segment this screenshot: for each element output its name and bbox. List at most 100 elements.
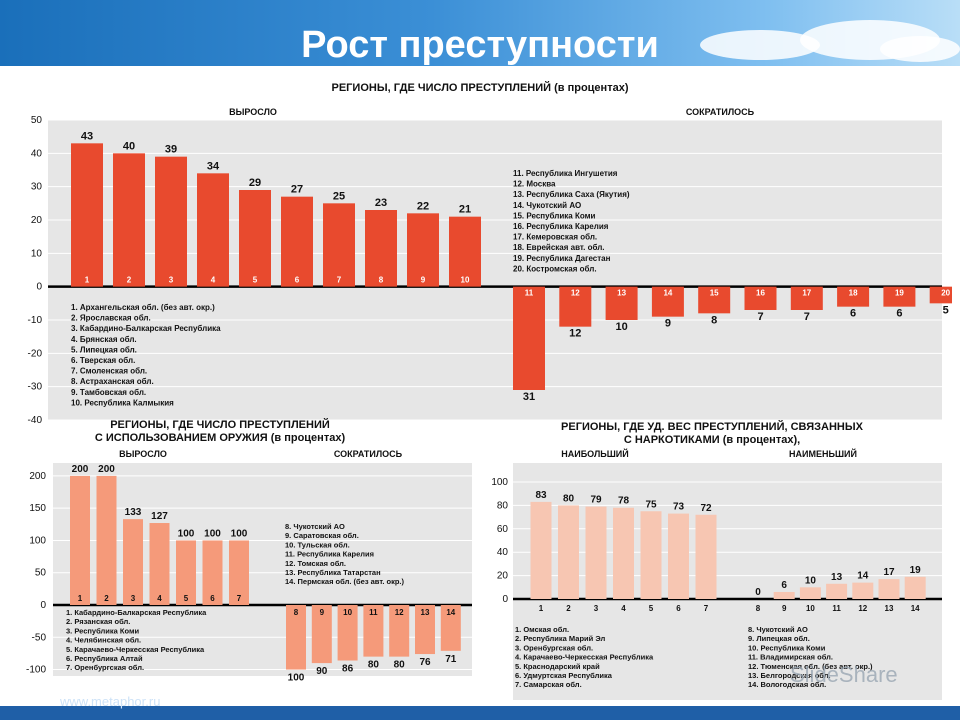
chart2-bar — [70, 475, 90, 605]
chart2-legend-fell-item: 10. Тульская обл. — [285, 540, 350, 549]
chart1-value-label: 22 — [417, 200, 429, 212]
chart3-bar — [558, 505, 579, 599]
chart2-ytick: -50 — [32, 632, 47, 643]
chart1-value-label: 39 — [165, 144, 177, 156]
chart1-group-fell: СОКРАТИЛОСЬ — [686, 107, 755, 117]
chart2-ytick: 0 — [40, 600, 46, 611]
chart1-category-label: 12 — [571, 289, 580, 298]
chart1-value-label: 21 — [459, 204, 471, 216]
chart3-legend-low-item: 10. Республика Коми — [748, 643, 826, 652]
chart2-category-label: 10 — [343, 608, 352, 617]
chart1-category-label: 9 — [421, 276, 426, 285]
chart1-category-label: 11 — [525, 289, 534, 298]
chart3-value-label: 14 — [857, 571, 869, 582]
chart2-bar — [229, 540, 249, 605]
chart2-ytick: 150 — [29, 503, 46, 514]
chart1-bar — [837, 286, 870, 307]
chart1-bar — [559, 286, 592, 327]
chart3-category-label: 9 — [782, 604, 787, 613]
chart1-legend-grew-item: 10. Республика Калмыкия — [71, 398, 174, 407]
chart2-legend-grew-item: 4. Челябинская обл. — [66, 636, 141, 645]
chart3-category-label: 11 — [832, 604, 841, 613]
chart3-legend-high-item: 7. Самарская обл. — [515, 680, 582, 689]
chart3-ytick: 0 — [502, 594, 508, 605]
chart1-legend-fell-item: 12. Москва — [513, 180, 556, 189]
chart3-bar — [695, 514, 717, 599]
chart2-legend-grew-item: 1. Кабардино-Балкарская Республика — [66, 608, 207, 617]
slide-title: Рост преступности — [301, 24, 659, 66]
chart1-legend-fell-item: 15. Республика Коми — [513, 211, 596, 220]
chart1-legend-fell-item: 17. Кемеровская обл. — [513, 233, 597, 242]
chart1-value-label: 8 — [711, 314, 717, 326]
chart2-bar — [286, 605, 306, 670]
chart2-bar — [337, 605, 358, 661]
chart3-bar — [773, 591, 795, 599]
chart3-value-label: 6 — [781, 580, 787, 591]
chart2-value-label: 127 — [151, 511, 168, 522]
chart1-legend-fell-item: 16. Республика Карелия — [513, 222, 609, 231]
chart3-category-label: 5 — [649, 604, 654, 613]
chart1-legend-grew-item: 3. Кабардино-Балкарская Республика — [71, 324, 221, 333]
chart3-legend-high-item: 4. Карачаево-Черкесская Республика — [515, 653, 654, 662]
chart3-ytick: 100 — [491, 477, 508, 488]
chart1-category-label: 16 — [756, 289, 765, 298]
chart2-ytick: 50 — [35, 568, 47, 579]
chart2-legend-fell-item: 13. Республика Татарстан — [285, 568, 381, 577]
chart2-category-label: 14 — [446, 608, 455, 617]
chart1-category-label: 20 — [941, 289, 950, 298]
chart2-value-label: 100 — [288, 673, 305, 684]
chart2-legend-grew-item: 7. Оренбургская обл. — [66, 663, 144, 672]
chart1-value-label: 7 — [757, 311, 763, 323]
chart3-value-label: 10 — [805, 575, 817, 586]
chart3-title-line: РЕГИОНЫ, ГДЕ УД. ВЕС ПРЕСТУПЛЕНИЙ, СВЯЗА… — [561, 420, 864, 433]
chart1-bar — [239, 190, 271, 287]
chart3-ytick: 40 — [497, 547, 509, 558]
chart3-bar — [530, 501, 552, 599]
chart1-bar — [71, 143, 103, 287]
chart3-bar — [613, 507, 634, 599]
chart1-value-label: 25 — [333, 190, 345, 202]
chart2-value-label: 133 — [125, 507, 142, 518]
chart1-value-label: 7 — [804, 311, 810, 323]
chart3-legend-high-item: 2. Республика Марий Эл — [515, 634, 605, 643]
chart3-category-label: 7 — [704, 604, 709, 613]
cloud-shape — [880, 36, 960, 62]
chart2-value-label: 100 — [231, 528, 248, 539]
chart3-value-label: 80 — [563, 493, 575, 504]
chart1-legend-fell-item: 14. Чукотский АО — [513, 201, 581, 210]
chart1-ytick: 30 — [31, 182, 43, 193]
chart3-bar — [640, 511, 662, 599]
chart2-title-line: РЕГИОНЫ, ГДЕ ЧИСЛО ПРЕСТУПЛЕНИЙ — [110, 418, 330, 431]
chart3-value-label: 72 — [700, 503, 712, 514]
chart2-ytick: 100 — [29, 535, 46, 546]
chart1-ytick: 10 — [31, 248, 43, 259]
chart2-category-label: 11 — [369, 608, 378, 617]
chart1-bar — [883, 286, 916, 307]
chart2-legend-grew-item: 2. Рязанская обл. — [66, 617, 130, 626]
chart3-category-label: 6 — [676, 604, 681, 613]
chart2-value-label: 71 — [445, 654, 457, 665]
chart3-legend-low-item: 14. Вологодская обл. — [748, 680, 826, 689]
chart1-value-label: 10 — [615, 321, 627, 333]
footer-bar — [0, 706, 960, 720]
chart1-ytick: 50 — [31, 115, 43, 126]
chart1-value-label: 43 — [81, 130, 93, 142]
chart2-value-label: 76 — [419, 657, 431, 668]
chart1-value-label: 34 — [207, 160, 220, 172]
chart1-bar — [197, 173, 229, 287]
chart2-bar — [96, 475, 117, 605]
chart2-bar — [440, 605, 461, 651]
chart1-category-label: 6 — [295, 276, 300, 285]
chart2-legend-fell-item: 14. Пермская обл. (без авт. окр.) — [285, 577, 404, 586]
chart2-category-label: 13 — [421, 608, 430, 617]
chart2-value-label: 200 — [98, 464, 115, 475]
chart1-legend-grew-item: 9. Тамбовская обл. — [71, 388, 146, 397]
chart3-category-label: 8 — [756, 604, 761, 613]
chart3-category-label: 14 — [911, 604, 920, 613]
chart1-category-label: 5 — [253, 276, 258, 285]
chart1-value-label: 23 — [375, 197, 387, 209]
chart1-title: РЕГИОНЫ, ГДЕ ЧИСЛО ПРЕСТУПЛЕНИЙ (в проце… — [332, 81, 629, 94]
chart3-group-high: НАИБОЛЬШИЙ — [561, 448, 628, 459]
chart1-bar — [407, 213, 439, 287]
chart2-value-label: 90 — [316, 666, 328, 677]
